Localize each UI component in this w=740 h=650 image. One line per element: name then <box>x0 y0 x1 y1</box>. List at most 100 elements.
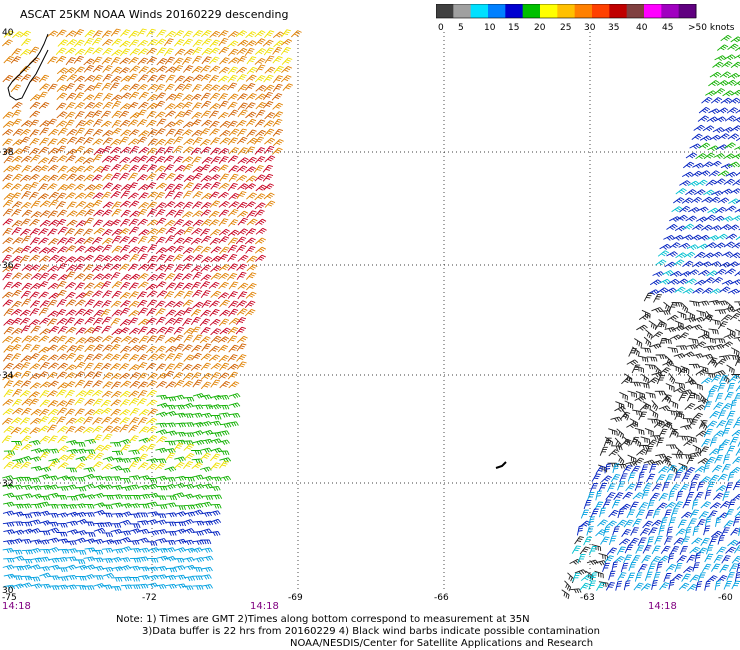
wind-barb <box>191 129 203 137</box>
wind-barb <box>720 314 732 322</box>
wind-barb <box>38 416 49 424</box>
wind-barb <box>47 273 59 281</box>
scale-swatch <box>644 4 662 18</box>
wind-barb <box>227 371 239 380</box>
wind-barb <box>146 541 158 546</box>
wind-barb <box>137 245 148 254</box>
wind-barb <box>174 412 186 418</box>
wind-barb <box>38 425 50 433</box>
wind-barb <box>727 161 740 168</box>
wind-barb <box>83 416 94 425</box>
wind-barb <box>255 109 266 118</box>
wind-barb <box>56 522 68 528</box>
wind-barb <box>704 489 712 500</box>
wind-barb <box>219 299 230 308</box>
wind-barb <box>219 57 230 65</box>
wind-barb <box>138 409 150 416</box>
wind-barb <box>709 536 718 546</box>
wind-barb <box>165 172 176 181</box>
wind-barb <box>11 289 22 298</box>
wind-barb <box>64 256 76 263</box>
wind-barb <box>137 512 149 518</box>
wind-barb <box>55 120 67 128</box>
wind-barb <box>129 528 141 534</box>
wind-barb <box>110 381 122 390</box>
wind-barb <box>128 226 140 235</box>
wind-barb <box>192 483 205 490</box>
wind-barb <box>128 397 139 406</box>
wind-barb <box>218 264 231 271</box>
wind-barb <box>713 242 726 249</box>
wind-barb <box>208 345 220 353</box>
wind-barb <box>21 298 32 307</box>
wind-barb <box>227 120 238 129</box>
wind-barb <box>620 562 629 573</box>
wind-barb <box>101 316 112 325</box>
wind-barb <box>101 82 112 91</box>
wind-barb <box>146 399 158 407</box>
wind-barb <box>652 483 662 492</box>
wind-barb <box>173 557 185 563</box>
wind-barb <box>74 245 86 253</box>
wind-barb <box>632 492 644 500</box>
wind-barb <box>73 256 85 263</box>
wind-barb <box>173 442 184 451</box>
wind-barb <box>200 256 213 263</box>
wind-barb <box>57 353 68 361</box>
wind-barb <box>254 48 267 55</box>
wind-barb <box>30 485 42 491</box>
wind-barb <box>118 136 129 145</box>
wind-barb <box>129 584 141 590</box>
wind-barb <box>734 545 740 554</box>
wind-barb <box>731 153 740 160</box>
wind-barb <box>699 476 711 484</box>
wind-barb <box>101 512 113 518</box>
wind-barb <box>709 288 722 295</box>
wind-barb <box>192 30 204 38</box>
wind-barb <box>11 109 22 118</box>
wind-barb <box>210 379 221 388</box>
wind-barb <box>38 183 49 192</box>
wind-barb <box>642 483 652 492</box>
wind-barb <box>706 420 718 429</box>
wind-barb <box>200 452 211 461</box>
wind-barb <box>91 174 103 182</box>
wind-barb <box>253 136 264 145</box>
wind-barb <box>711 464 723 473</box>
wind-barb <box>647 563 656 573</box>
wind-barb <box>147 408 158 416</box>
wind-barb <box>173 404 185 410</box>
wind-barb <box>129 273 141 281</box>
wind-barb <box>210 137 221 145</box>
wind-barb <box>165 583 177 590</box>
wind-barb <box>721 403 732 411</box>
wind-barb <box>30 344 41 353</box>
wind-barb <box>38 307 49 316</box>
wind-barb <box>210 372 221 380</box>
wind-barb <box>654 535 663 545</box>
wind-barb <box>37 157 50 165</box>
wind-barb <box>101 566 114 573</box>
wind-barb <box>55 55 67 64</box>
wind-barb <box>92 492 105 499</box>
wind-barb <box>701 196 713 203</box>
wind-barb <box>137 281 149 289</box>
wind-barb <box>272 118 283 127</box>
wind-barb <box>696 179 708 186</box>
wind-barb <box>636 449 648 456</box>
wind-barb <box>102 173 113 181</box>
wind-barb <box>646 473 656 483</box>
wind-barb <box>235 66 248 74</box>
wind-barb <box>138 91 149 100</box>
wind-barb <box>119 399 130 407</box>
wind-barb <box>29 353 40 361</box>
wind-barb <box>254 174 266 182</box>
wind-barb <box>656 502 668 510</box>
wind-barb <box>714 178 726 185</box>
wind-barb <box>66 520 78 527</box>
wind-barb <box>119 409 131 416</box>
wind-barb <box>64 83 75 91</box>
wind-barb <box>245 111 257 119</box>
wind-barb <box>47 512 59 518</box>
